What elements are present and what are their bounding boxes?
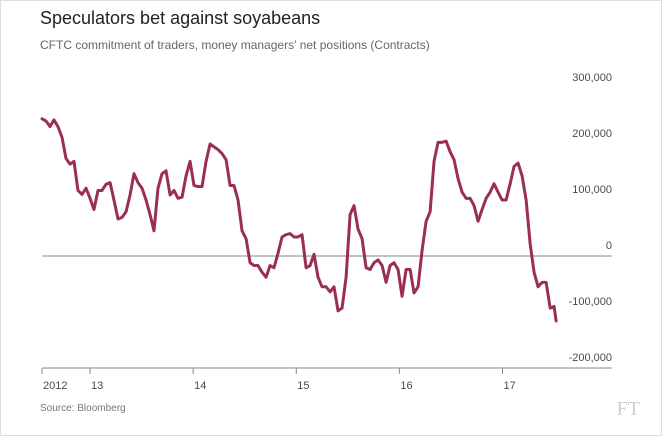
chart-subtitle: CFTC commitment of traders, money manage… [40, 38, 430, 52]
x-tick-label: 17 [504, 380, 516, 392]
y-tick-label: -200,000 [569, 352, 612, 364]
y-tick-label: -100,000 [569, 296, 612, 308]
y-tick-label: 100,000 [572, 184, 612, 196]
y-tick-label: 200,000 [572, 128, 612, 140]
x-tick-label: 16 [400, 380, 412, 392]
x-tick-label: 13 [91, 380, 103, 392]
chart-title: Speculators bet against soyabeans [40, 8, 320, 28]
x-tick-label: 14 [194, 380, 206, 392]
source: Source: Bloomberg [40, 403, 126, 414]
x-tick-label: 2012 [43, 380, 67, 392]
x-tick-label: 15 [297, 380, 309, 392]
line-series [40, 117, 558, 323]
logo: FT [617, 398, 640, 420]
y-tick-label: 0 [606, 240, 612, 252]
y-tick-label: 300,000 [572, 72, 612, 84]
